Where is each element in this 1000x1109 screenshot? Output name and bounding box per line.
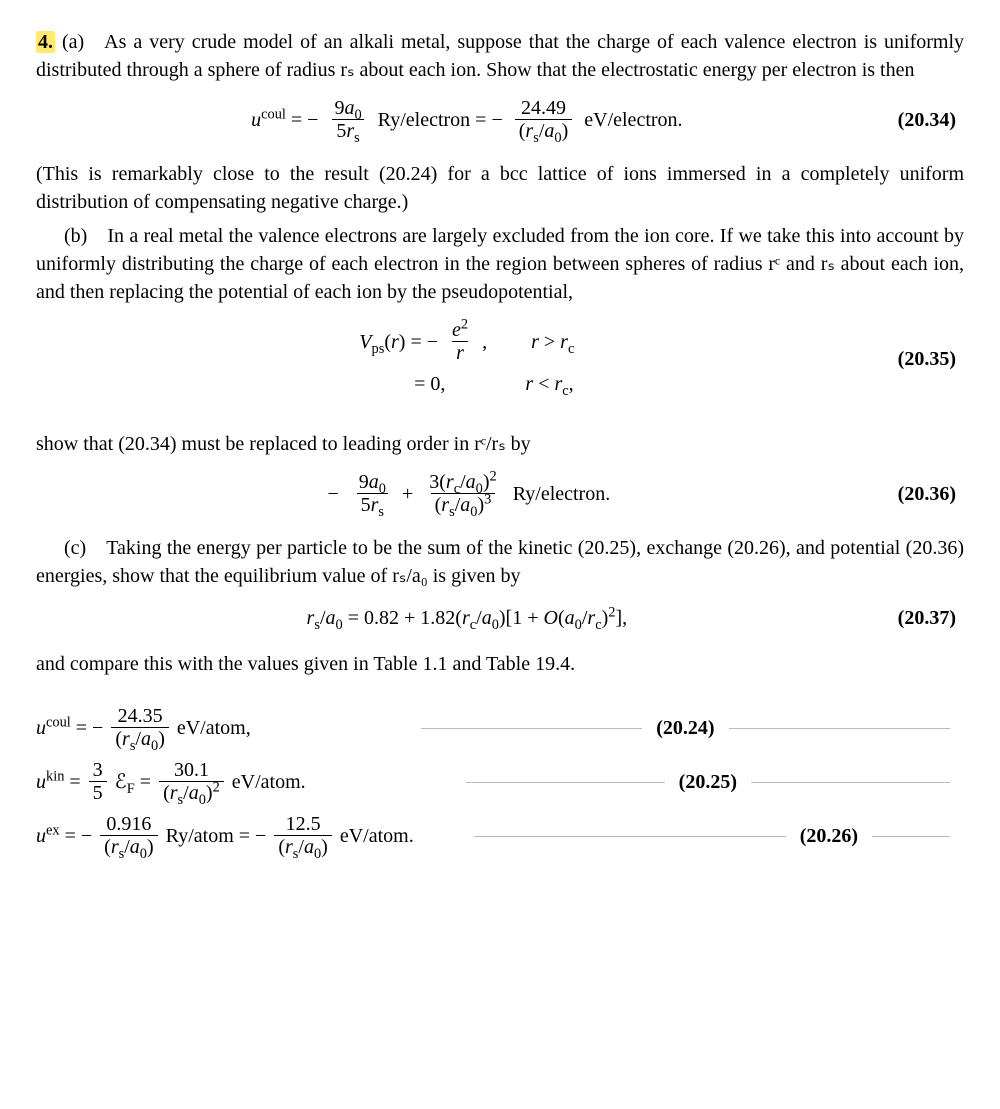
ref-rule-line [466,782,665,783]
equation-20-35: Vps(r) = − e2 r , r > rc Vps(r) = 0, r <… [36,320,964,398]
equation-20-37: rs/a0 = 0.82 + 1.82(rc/a0)[1 + O(a0/rc)2… [36,604,964,632]
ref-rule-line [872,836,950,837]
reference-eq-20-25: ukin = 3 5 ℰF = 30.1 (rs/a0)2 eV/atom. (… [36,760,964,804]
eq-frac: 30.1 (rs/a0)2 [159,760,224,804]
paragraph-b2: show that (20.34) must be replaced to le… [36,430,964,458]
equation-number: (20.25) [679,768,737,796]
equation-number: (20.36) [898,480,964,508]
eq-lhs: ucoul = − [251,106,318,134]
eq-tail: eV/atom, [177,714,251,742]
equation-number: (20.35) [898,345,964,373]
eq-mid: ℰF = [115,768,151,796]
eq-frac-2: 24.49 (rs/a0) [515,98,573,142]
eq-tail: Ry/electron. [513,480,611,508]
eq-lhs2: = 0, [414,370,445,398]
equation-body: ucoul = − 9a0 5rs Ry/electron = − 24.49 … [36,98,898,142]
eq-frac-0: 3 5 [89,760,107,804]
equation-20-36: − 9a0 5rs + 3(rc/a0)2 (rs/a0)3 Ry/electr… [36,472,964,516]
ref-rule-line [751,782,950,783]
equation-20-34: ucoul = − 9a0 5rs Ry/electron = − 24.49 … [36,98,964,142]
eq-frac-2: 3(rc/a0)2 (rs/a0)3 [425,472,501,516]
eq-frac-2: 12.5 (rs/a0) [274,814,332,858]
eq-frac: 24.35 (rs/a0) [111,706,169,750]
reference-eq-20-24: ucoul = − 24.35 (rs/a0) eV/atom, (20.24) [36,706,964,750]
eq-tail: eV/atom. [340,822,414,850]
eq-frac-1: 0.916 (rs/a0) [100,814,158,858]
reference-eq-20-26: uex = − 0.916 (rs/a0) Ry/atom = − 12.5 (… [36,814,964,858]
eq-lhs: ukin = [36,768,81,796]
equation-number: (20.26) [800,822,858,850]
eq-frac-1: 9a0 5rs [330,98,365,142]
paragraph-c: (c) Taking the energy per particle to be… [36,534,964,590]
paragraph-a-text: (a) As a very crude model of an alkali m… [36,31,964,81]
eq-mid: Ry/atom = − [166,822,267,850]
ref-rule-line [421,728,642,729]
eq-body: rs/a0 = 0.82 + 1.82(rc/a0)[1 + O(a0/rc)2… [307,604,628,632]
reference-equations: ucoul = − 24.35 (rs/a0) eV/atom, (20.24)… [36,706,964,858]
eq-plus: + [402,480,413,508]
eq-frac: e2 r [448,320,472,364]
equation-body: Vps(r) = − e2 r , r > rc Vps(r) = 0, r <… [36,320,898,398]
paragraph-a2: (This is remarkably close to the result … [36,160,964,216]
eq-condition2: r < rc, [525,370,573,398]
equation-body: rs/a0 = 0.82 + 1.82(rc/a0)[1 + O(a0/rc)2… [36,604,898,632]
eq-lhs: uex = − [36,822,92,850]
equation-body: − 9a0 5rs + 3(rc/a0)2 (rs/a0)3 Ry/electr… [36,472,898,516]
eq-tail: eV/atom. [232,768,306,796]
paragraph-a: 4. (a) As a very crude model of an alkal… [36,28,964,84]
problem-number: 4. [36,31,55,53]
eq-condition: r > rc [531,328,574,356]
eq-frac-1: 9a0 5rs [355,472,390,516]
equation-number: (20.24) [656,714,714,742]
eq-mid: Ry/electron = − [378,106,503,134]
eq-comma: , [482,328,487,356]
eq-minus: − [327,480,338,508]
eq-lhs: Vps(r) = − [359,328,438,356]
eq-lhs: ucoul = − [36,714,103,742]
equation-number: (20.37) [898,604,964,632]
ref-rule-line [474,836,786,837]
equation-number: (20.34) [898,106,964,134]
paragraph-b: (b) In a real metal the valence electron… [36,222,964,306]
eq-tail: eV/electron. [584,106,682,134]
ref-rule-line [729,728,950,729]
paragraph-c2: and compare this with the values given i… [36,650,964,678]
